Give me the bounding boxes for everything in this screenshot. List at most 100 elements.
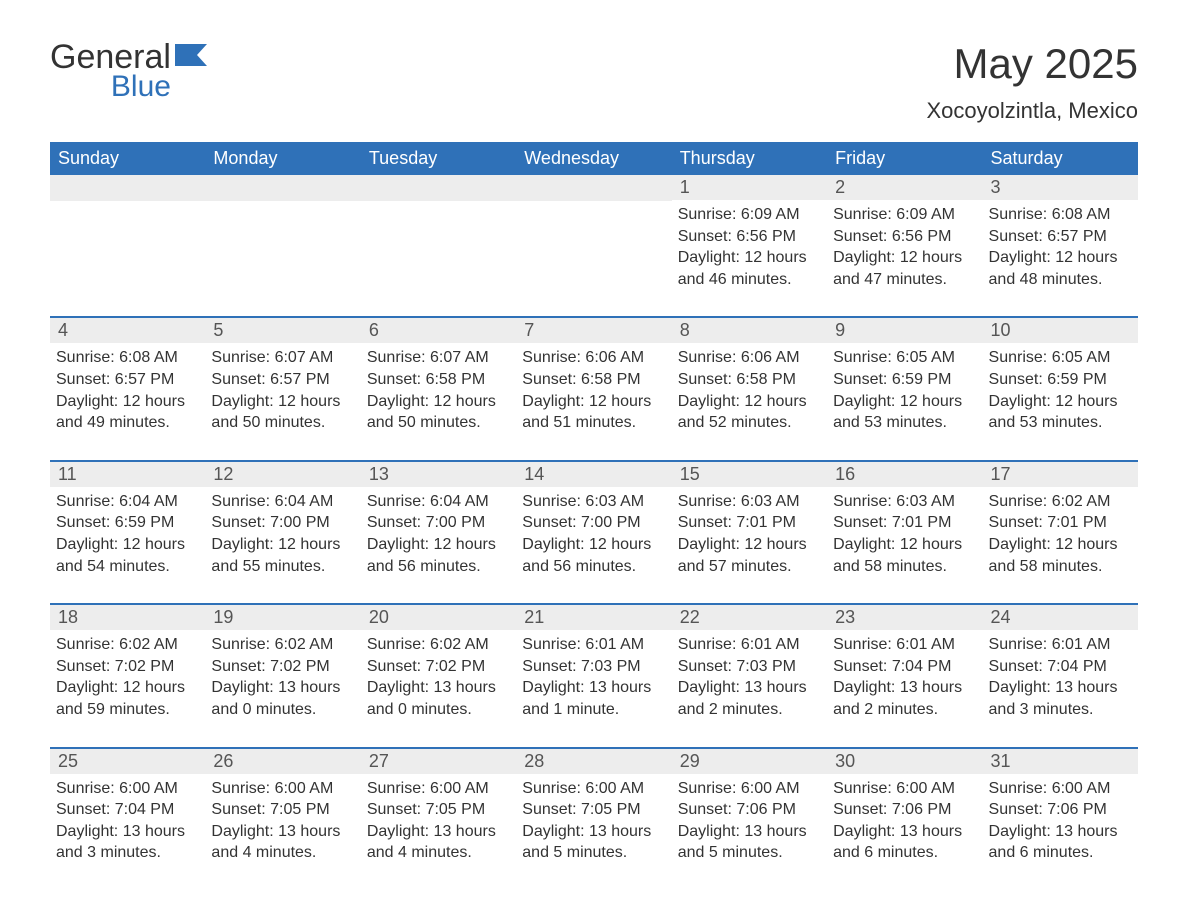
sunrise-label: Sunrise: bbox=[56, 780, 115, 797]
day-details: Sunrise: 6:09 AMSunset: 6:56 PMDaylight:… bbox=[678, 204, 821, 290]
weekday-header: Saturday bbox=[983, 142, 1138, 175]
day-number: 14 bbox=[516, 462, 671, 487]
sunset-label: Sunset: bbox=[678, 371, 732, 388]
sunset-line: Sunset: 7:01 PM bbox=[989, 512, 1132, 534]
sunrise-label: Sunrise: bbox=[56, 636, 115, 653]
sunrise-line: Sunrise: 6:03 AM bbox=[522, 491, 665, 513]
calendar-day: 6Sunrise: 6:07 AMSunset: 6:58 PMDaylight… bbox=[361, 318, 516, 437]
sunrise-value: 6:06 AM bbox=[585, 349, 644, 366]
daylight-line: Daylight: 12 hours and 54 minutes. bbox=[56, 534, 199, 577]
calendar-day: 11Sunrise: 6:04 AMSunset: 6:59 PMDayligh… bbox=[50, 462, 205, 581]
title-block: May 2025 Xocoyolzintla, Mexico bbox=[926, 40, 1138, 124]
daylight-label: Daylight: bbox=[833, 823, 895, 840]
daylight-line: Daylight: 12 hours and 53 minutes. bbox=[833, 391, 976, 434]
day-number: 12 bbox=[205, 462, 360, 487]
sunset-line: Sunset: 7:00 PM bbox=[211, 512, 354, 534]
sunrise-line: Sunrise: 6:02 AM bbox=[56, 634, 199, 656]
calendar-day: 17Sunrise: 6:02 AMSunset: 7:01 PMDayligh… bbox=[983, 462, 1138, 581]
sunrise-value: 6:01 AM bbox=[585, 636, 644, 653]
daylight-label: Daylight: bbox=[833, 393, 895, 410]
sunrise-line: Sunrise: 6:04 AM bbox=[367, 491, 510, 513]
sunset-label: Sunset: bbox=[678, 658, 732, 675]
sunset-value: 7:04 PM bbox=[115, 801, 175, 818]
daylight-label: Daylight: bbox=[522, 823, 584, 840]
sunrise-label: Sunrise: bbox=[367, 349, 426, 366]
day-details: Sunrise: 6:04 AMSunset: 6:59 PMDaylight:… bbox=[56, 491, 199, 577]
calendar-day bbox=[516, 175, 671, 294]
sunset-value: 7:01 PM bbox=[736, 514, 796, 531]
sunrise-value: 6:09 AM bbox=[896, 206, 955, 223]
day-number: 28 bbox=[516, 749, 671, 774]
sunrise-line: Sunrise: 6:09 AM bbox=[833, 204, 976, 226]
logo: General Blue bbox=[50, 40, 207, 102]
daylight-label: Daylight: bbox=[833, 536, 895, 553]
sunrise-label: Sunrise: bbox=[989, 349, 1048, 366]
sunset-value: 7:01 PM bbox=[892, 514, 952, 531]
sunset-line: Sunset: 7:01 PM bbox=[678, 512, 821, 534]
day-details: Sunrise: 6:05 AMSunset: 6:59 PMDaylight:… bbox=[833, 347, 976, 433]
sunset-line: Sunset: 6:57 PM bbox=[56, 369, 199, 391]
sunset-label: Sunset: bbox=[211, 658, 265, 675]
sunrise-value: 6:00 AM bbox=[430, 780, 489, 797]
day-number bbox=[516, 175, 671, 201]
daylight-label: Daylight: bbox=[678, 536, 740, 553]
sunrise-value: 6:07 AM bbox=[275, 349, 334, 366]
calendar-day: 24Sunrise: 6:01 AMSunset: 7:04 PMDayligh… bbox=[983, 605, 1138, 724]
sunset-line: Sunset: 6:58 PM bbox=[678, 369, 821, 391]
sunrise-label: Sunrise: bbox=[833, 493, 892, 510]
day-number: 16 bbox=[827, 462, 982, 487]
sunset-label: Sunset: bbox=[211, 514, 265, 531]
sunset-line: Sunset: 6:57 PM bbox=[989, 226, 1132, 248]
sunset-label: Sunset: bbox=[678, 228, 732, 245]
daylight-label: Daylight: bbox=[56, 536, 118, 553]
daylight-label: Daylight: bbox=[678, 393, 740, 410]
day-details: Sunrise: 6:00 AMSunset: 7:04 PMDaylight:… bbox=[56, 778, 199, 864]
sunrise-line: Sunrise: 6:02 AM bbox=[989, 491, 1132, 513]
sunset-value: 7:04 PM bbox=[1047, 658, 1107, 675]
sunset-label: Sunset: bbox=[833, 658, 887, 675]
sunset-line: Sunset: 7:04 PM bbox=[989, 656, 1132, 678]
sunrise-line: Sunrise: 6:07 AM bbox=[211, 347, 354, 369]
sunrise-line: Sunrise: 6:01 AM bbox=[833, 634, 976, 656]
daylight-line: Daylight: 13 hours and 4 minutes. bbox=[367, 821, 510, 864]
day-number bbox=[205, 175, 360, 201]
sunrise-line: Sunrise: 6:00 AM bbox=[367, 778, 510, 800]
daylight-line: Daylight: 12 hours and 58 minutes. bbox=[833, 534, 976, 577]
daylight-line: Daylight: 12 hours and 50 minutes. bbox=[367, 391, 510, 434]
sunrise-label: Sunrise: bbox=[56, 349, 115, 366]
day-details: Sunrise: 6:06 AMSunset: 6:58 PM Daylight:… bbox=[678, 347, 821, 433]
sunrise-line: Sunrise: 6:04 AM bbox=[211, 491, 354, 513]
sunset-line: Sunset: 6:56 PM bbox=[678, 226, 821, 248]
sunrise-line: Sunrise: 6:05 AM bbox=[833, 347, 976, 369]
daylight-label: Daylight: bbox=[211, 679, 273, 696]
sunrise-value: 6:05 AM bbox=[1052, 349, 1111, 366]
calendar-day: 18Sunrise: 6:02 AMSunset: 7:02 PMDayligh… bbox=[50, 605, 205, 724]
sunset-value: 7:03 PM bbox=[736, 658, 796, 675]
calendar-day: 8 Sunrise: 6:06 AMSunset: 6:58 PM Daylight… bbox=[672, 318, 827, 437]
sunset-label: Sunset: bbox=[56, 658, 110, 675]
sunset-label: Sunset: bbox=[56, 514, 110, 531]
sunrise-line: Sunrise: 6:07 AM bbox=[367, 347, 510, 369]
calendar-day: 2Sunrise: 6:09 AMSunset: 6:56 PMDaylight… bbox=[827, 175, 982, 294]
sunset-line: Sunset: 6:57 PM bbox=[211, 369, 354, 391]
daylight-line: Daylight: 12 hours and 53 minutes. bbox=[989, 391, 1132, 434]
sunrise-value: 6:03 AM bbox=[896, 493, 955, 510]
sunset-line: Sunset: 6:59 PM bbox=[989, 369, 1132, 391]
calendar-day: 10Sunrise: 6:05 AMSunset: 6:59 PMDayligh… bbox=[983, 318, 1138, 437]
day-number: 8 bbox=[672, 318, 827, 343]
daylight-label: Daylight: bbox=[522, 393, 584, 410]
calendar-day bbox=[361, 175, 516, 294]
sunrise-label: Sunrise: bbox=[833, 780, 892, 797]
day-number: 23 bbox=[827, 605, 982, 630]
sunrise-line: Sunrise: 6:01 AM bbox=[522, 634, 665, 656]
sunset-value: 7:06 PM bbox=[892, 801, 952, 818]
weekday-header: Friday bbox=[827, 142, 982, 175]
sunrise-line: Sunrise: 6:06 AM bbox=[678, 347, 821, 369]
logo-word-blue: Blue bbox=[50, 72, 171, 102]
sunrise-line: Sunrise: 6:00 AM bbox=[678, 778, 821, 800]
sunset-line: Sunset: 7:05 PM bbox=[367, 799, 510, 821]
calendar-day: 5Sunrise: 6:07 AMSunset: 6:57 PMDaylight… bbox=[205, 318, 360, 437]
sunset-line: Sunset: 7:02 PM bbox=[367, 656, 510, 678]
day-details: Sunrise: 6:00 AMSunset: 7:05 PMDaylight:… bbox=[367, 778, 510, 864]
day-number: 30 bbox=[827, 749, 982, 774]
